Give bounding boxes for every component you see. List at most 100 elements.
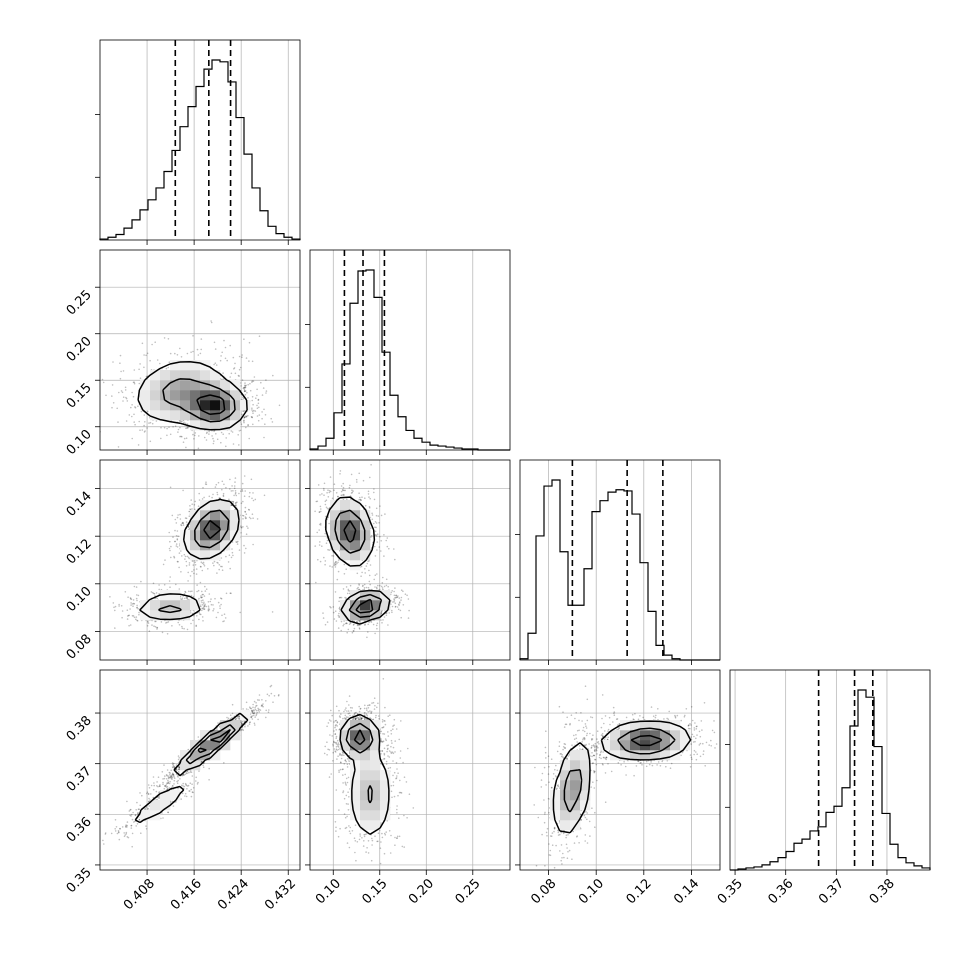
sample-point xyxy=(359,620,361,622)
sample-point xyxy=(199,352,202,355)
sample-point xyxy=(237,452,239,454)
sample-point xyxy=(211,435,213,437)
sample-point xyxy=(213,430,215,432)
sample-point xyxy=(168,547,171,550)
sample-point xyxy=(387,624,389,626)
sample-point xyxy=(132,615,135,617)
sample-point xyxy=(208,430,210,433)
sample-point xyxy=(268,694,271,697)
sample-point xyxy=(140,410,143,413)
sample-point xyxy=(199,581,202,584)
sample-point xyxy=(244,506,247,509)
sample-point xyxy=(359,624,361,627)
sample-point xyxy=(148,630,151,632)
sample-point xyxy=(190,622,192,625)
sample-point xyxy=(225,445,227,448)
sample-point xyxy=(127,596,129,598)
sample-point xyxy=(207,609,210,611)
sample-point xyxy=(131,404,133,406)
sample-point xyxy=(272,374,274,377)
sample-point xyxy=(364,497,366,500)
sample-point xyxy=(155,420,158,422)
sample-point xyxy=(247,424,249,427)
sample-point xyxy=(400,599,402,601)
joint-content xyxy=(102,684,280,848)
sample-point xyxy=(380,612,383,615)
sample-point xyxy=(400,616,403,619)
sample-point xyxy=(334,610,337,612)
sample-point xyxy=(339,470,342,472)
sample-point xyxy=(258,414,261,416)
sample-point xyxy=(190,499,192,501)
density-cell xyxy=(200,380,211,391)
sample-point xyxy=(246,391,248,394)
density-cell xyxy=(170,370,181,381)
sample-point xyxy=(187,426,189,429)
sample-point xyxy=(181,597,184,599)
sample-point xyxy=(319,522,322,525)
sample-point xyxy=(402,604,405,606)
sample-point xyxy=(220,431,223,434)
sample-point xyxy=(252,412,254,415)
sample-point xyxy=(187,571,189,574)
sample-point xyxy=(348,623,351,625)
sample-point xyxy=(380,611,383,614)
sample-point xyxy=(122,400,124,402)
sample-point xyxy=(185,784,188,787)
sample-point xyxy=(202,599,204,601)
sample-point xyxy=(198,499,201,501)
sample-point xyxy=(361,496,363,499)
sample-point xyxy=(172,426,174,428)
sample-point xyxy=(168,531,170,534)
density-cell xyxy=(340,530,351,541)
density-cell xyxy=(210,400,221,411)
sample-point xyxy=(404,593,407,595)
sample-point xyxy=(345,622,347,625)
sample-point xyxy=(260,381,262,384)
sample-point xyxy=(262,703,264,705)
sample-point xyxy=(121,826,124,828)
sample-point xyxy=(374,521,377,523)
sample-point xyxy=(353,630,355,632)
sample-point xyxy=(152,582,155,585)
sample-point xyxy=(344,489,347,492)
sample-point xyxy=(318,511,321,513)
sample-point xyxy=(167,775,169,777)
sample-point xyxy=(376,573,378,575)
sample-point xyxy=(230,504,232,507)
sample-point xyxy=(126,400,129,402)
sample-point xyxy=(367,623,370,626)
sample-point xyxy=(383,585,386,588)
density-cell xyxy=(350,550,361,561)
sample-point xyxy=(251,407,253,410)
density-cell xyxy=(210,390,221,401)
density-cell xyxy=(230,420,241,431)
sample-point xyxy=(258,335,261,338)
sample-point xyxy=(149,421,152,424)
sample-point xyxy=(337,559,340,561)
sample-point xyxy=(194,561,196,564)
sample-point xyxy=(244,510,246,513)
density-cell xyxy=(170,360,181,371)
sample-point xyxy=(131,603,134,605)
sample-point xyxy=(186,785,189,787)
sample-point xyxy=(208,608,211,611)
sample-point xyxy=(177,770,180,773)
sample-point xyxy=(138,808,140,811)
sample-point xyxy=(133,616,136,619)
sample-point xyxy=(153,782,155,784)
sample-point xyxy=(181,627,184,630)
sample-point xyxy=(398,597,401,599)
sample-point xyxy=(201,498,204,500)
sample-point xyxy=(220,597,222,599)
density-cell xyxy=(150,380,161,391)
sample-point xyxy=(144,430,146,432)
histogram-panel-1 xyxy=(95,39,301,245)
sample-point xyxy=(380,619,382,621)
sample-point xyxy=(225,437,227,439)
sample-point xyxy=(204,585,206,588)
sample-point xyxy=(151,422,154,425)
sample-point xyxy=(104,833,107,835)
sample-point xyxy=(163,584,166,586)
